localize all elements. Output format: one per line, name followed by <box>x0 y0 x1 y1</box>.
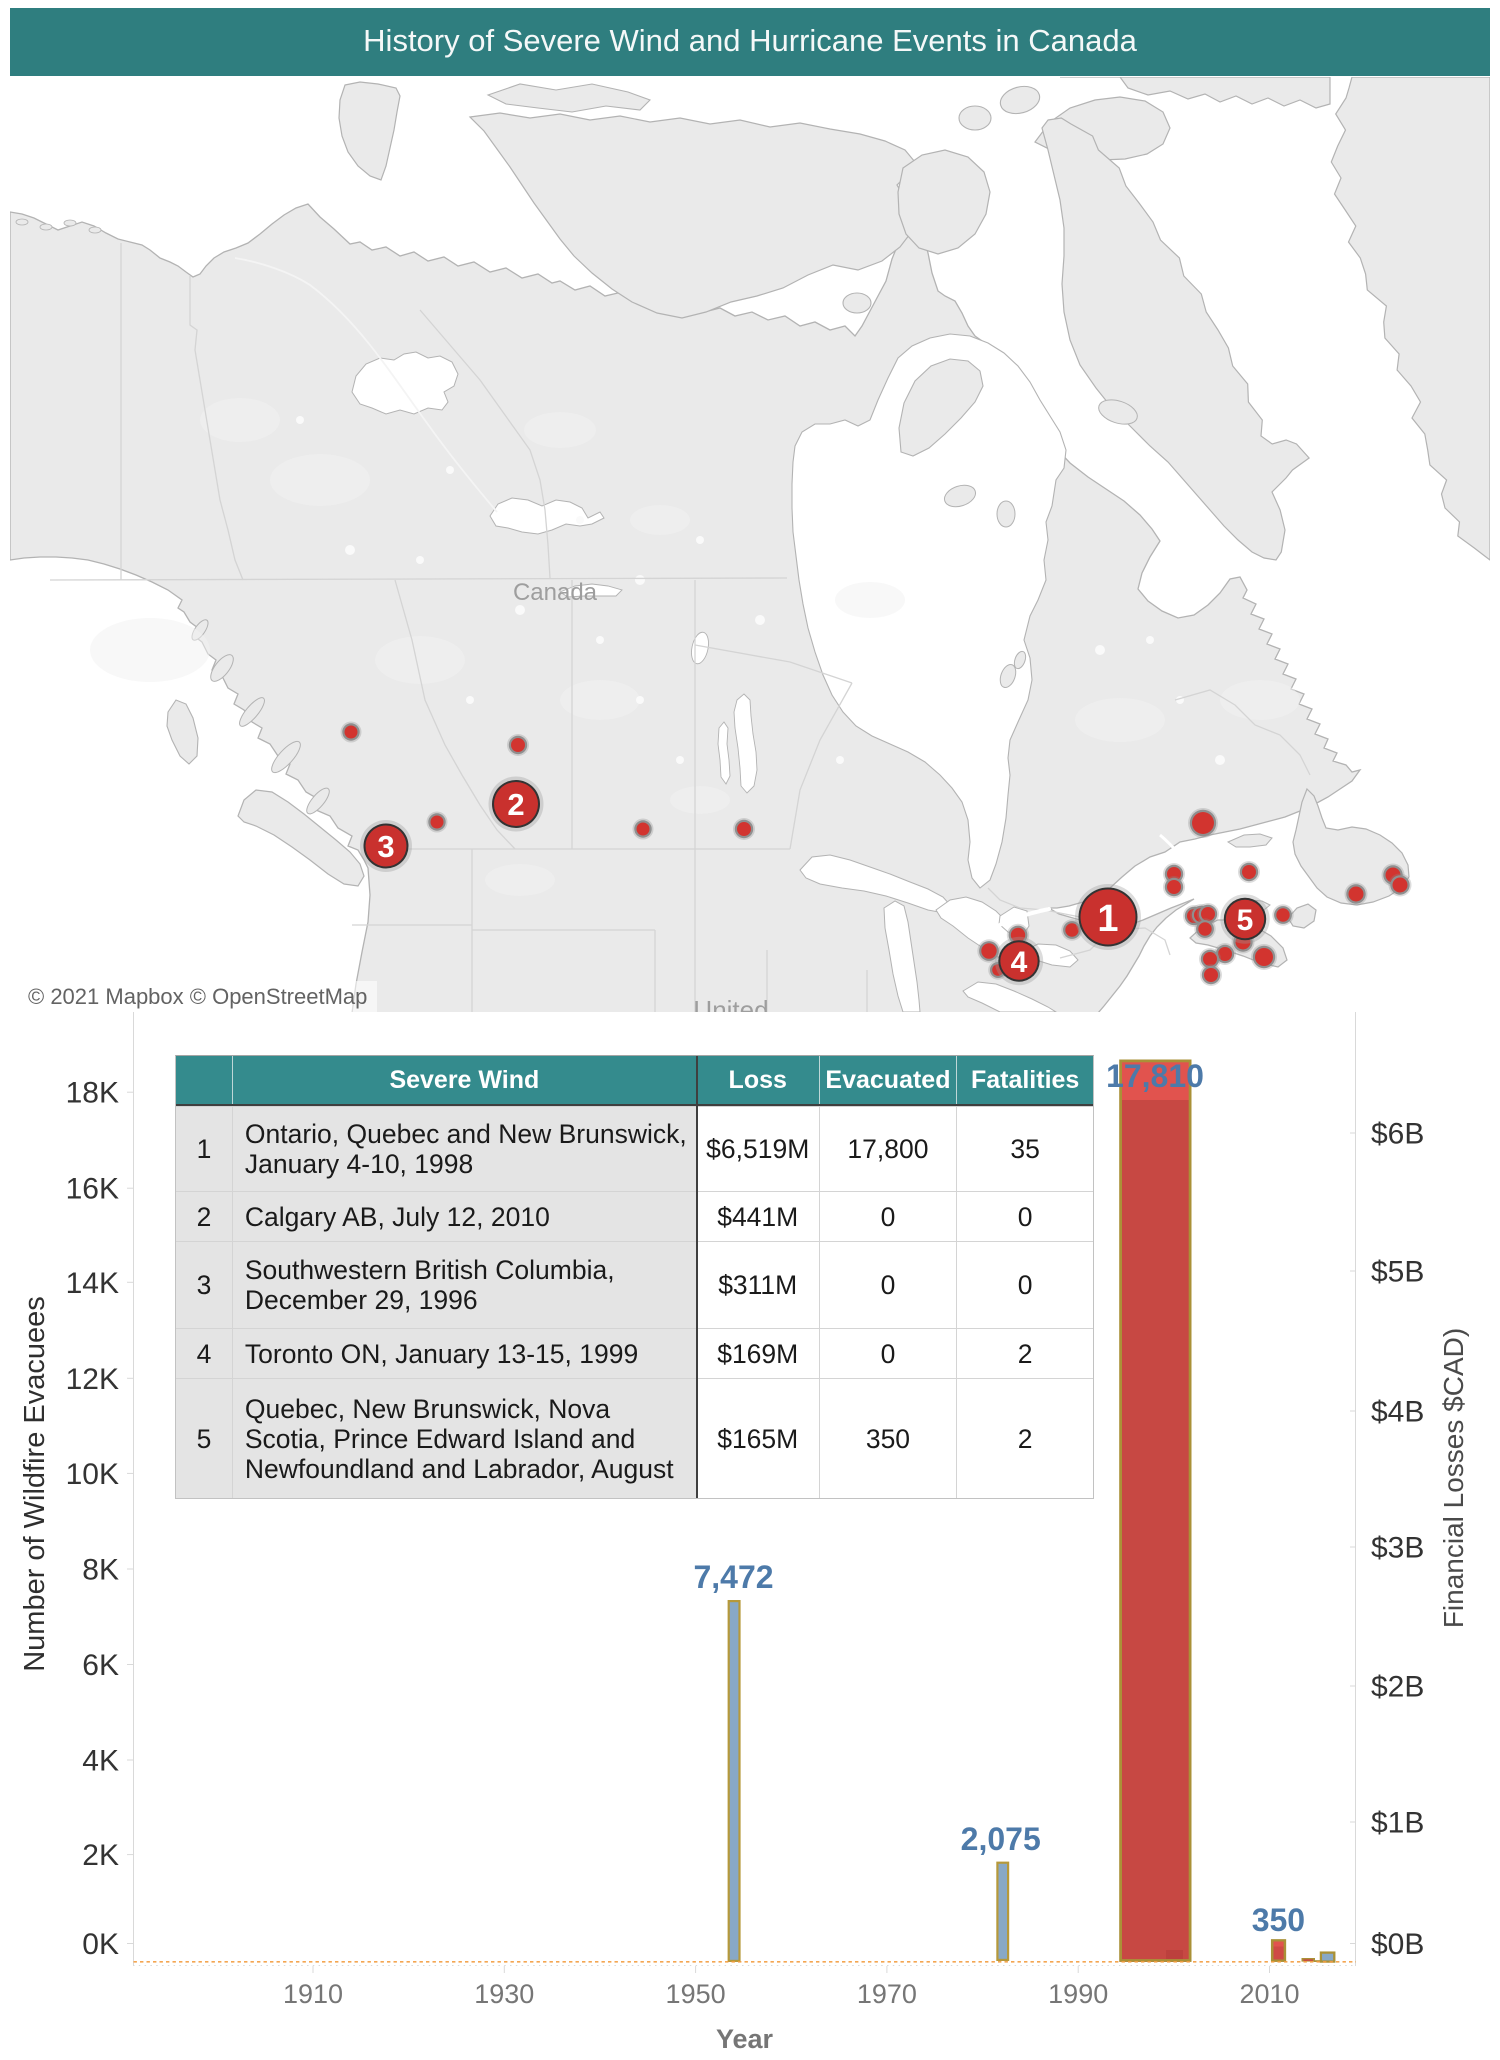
svg-text:2010: 2010 <box>1239 1979 1299 2009</box>
svg-text:14K: 14K <box>66 1267 119 1300</box>
svg-text:17,810: 17,810 <box>1106 1058 1204 1094</box>
svg-text:16K: 16K <box>66 1173 119 1206</box>
svg-text:0K: 0K <box>82 1928 119 1961</box>
svg-text:$1B: $1B <box>1371 1807 1424 1840</box>
svg-text:350: 350 <box>1252 1902 1305 1938</box>
svg-text:United: United <box>693 995 768 1012</box>
svg-text:1970: 1970 <box>857 1979 917 2009</box>
svg-text:10K: 10K <box>66 1458 119 1491</box>
svg-text:2K: 2K <box>82 1839 119 1872</box>
svg-text:5: 5 <box>1237 904 1254 937</box>
svg-text:2: 2 <box>507 787 524 822</box>
svg-text:$5B: $5B <box>1371 1256 1424 1289</box>
svg-text:$6B: $6B <box>1371 1118 1424 1151</box>
svg-text:$2B: $2B <box>1371 1671 1424 1704</box>
svg-text:1950: 1950 <box>666 1979 726 2009</box>
svg-text:$0B: $0B <box>1371 1928 1424 1961</box>
svg-text:2,075: 2,075 <box>961 1821 1041 1857</box>
svg-text:1: 1 <box>1097 898 1118 940</box>
svg-text:Canada: Canada <box>513 579 598 606</box>
svg-text:$4B: $4B <box>1371 1396 1424 1429</box>
svg-text:3: 3 <box>377 829 394 864</box>
svg-text:Financial Losses $CAD): Financial Losses $CAD) <box>1438 1328 1469 1628</box>
svg-text:Year: Year <box>716 2024 774 2054</box>
svg-text:12K: 12K <box>66 1363 119 1396</box>
svg-text:4K: 4K <box>82 1745 119 1778</box>
svg-text:7,472: 7,472 <box>693 1559 773 1595</box>
svg-text:$3B: $3B <box>1371 1532 1424 1565</box>
svg-text:4: 4 <box>1011 946 1028 979</box>
svg-text:1990: 1990 <box>1048 1979 1108 2009</box>
svg-text:Number of Wildfire Evacuees: Number of Wildfire Evacuees <box>19 1296 51 1672</box>
svg-text:18K: 18K <box>66 1077 119 1110</box>
svg-text:1930: 1930 <box>474 1979 534 2009</box>
svg-text:8K: 8K <box>82 1554 119 1587</box>
svg-text:1910: 1910 <box>283 1979 343 2009</box>
svg-text:6K: 6K <box>82 1649 119 1682</box>
